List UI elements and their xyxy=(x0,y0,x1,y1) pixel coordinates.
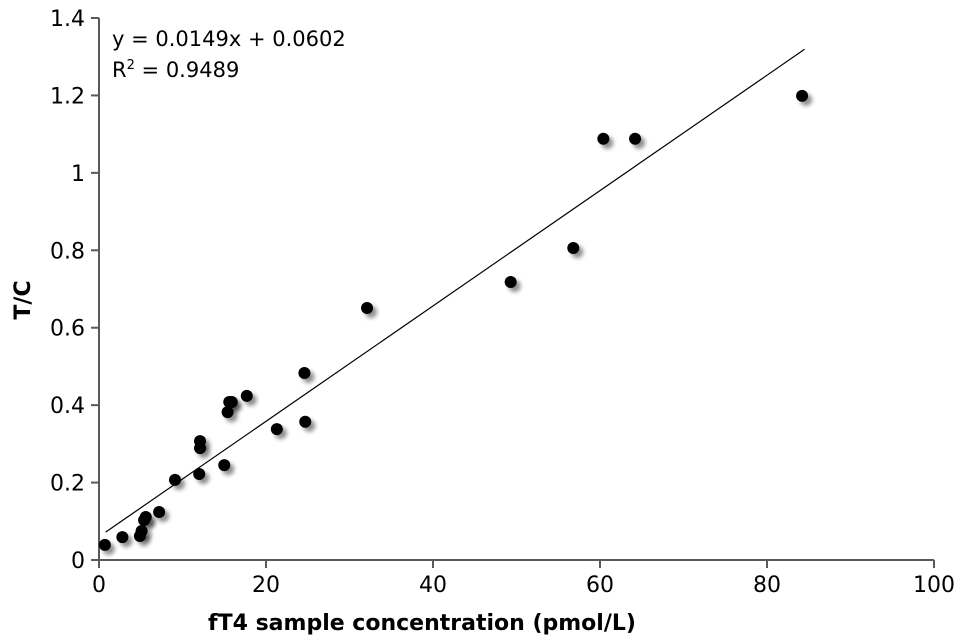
trendline xyxy=(105,48,805,533)
data-point xyxy=(240,389,253,402)
data-point xyxy=(218,459,231,472)
trendline-equation: y = 0.0149x + 0.0602 xyxy=(112,27,346,51)
y-tick-label: 1.2 xyxy=(50,84,85,109)
y-axis-label: T/C xyxy=(11,280,36,319)
data-point xyxy=(270,423,283,436)
y-tick-label: 1 xyxy=(71,162,85,187)
data-point xyxy=(504,276,517,289)
y-tick-label: 0.2 xyxy=(50,472,85,497)
r-squared-label: R2 = 0.9489 xyxy=(112,58,239,82)
trendline-path xyxy=(105,48,805,533)
data-point xyxy=(567,241,580,254)
data-point xyxy=(796,89,809,102)
y-tick-label: 0.6 xyxy=(50,317,85,342)
data-point xyxy=(139,511,152,524)
data-point xyxy=(298,367,311,380)
data-point xyxy=(193,468,206,481)
y-tick-label: 0 xyxy=(71,549,85,574)
x-tick-label: 40 xyxy=(419,573,447,598)
y-tick-label: 1.4 xyxy=(50,7,85,32)
data-point xyxy=(225,396,238,409)
x-tick-label: 100 xyxy=(913,573,955,598)
x-tick-label: 0 xyxy=(92,573,106,598)
r-squared-prefix: R xyxy=(112,58,127,82)
data-point xyxy=(116,531,129,544)
data-point xyxy=(153,505,166,518)
data-point xyxy=(361,301,374,314)
y-tick-label: 0.8 xyxy=(50,239,85,264)
r-squared-value: = 0.9489 xyxy=(135,58,239,82)
data-point xyxy=(629,132,642,145)
data-points xyxy=(98,89,809,551)
data-point xyxy=(299,415,312,428)
data-point xyxy=(135,524,148,537)
axes: 0 0.2 0.4 0.6 0.8 1 1.2 1.4 0 20 40 60 80 100 xyxy=(50,7,955,598)
data-point xyxy=(221,406,234,419)
r-squared-sup: 2 xyxy=(127,58,135,73)
y-tick-label: 0.4 xyxy=(50,394,85,419)
data-point xyxy=(168,473,181,486)
x-tick-label: 60 xyxy=(586,573,614,598)
data-point xyxy=(98,538,111,551)
x-tick-label: 80 xyxy=(753,573,781,598)
data-point xyxy=(194,435,207,448)
data-point xyxy=(597,132,610,145)
x-tick-label: 20 xyxy=(252,573,280,598)
x-axis-label: fT4 sample concentration (pmol/L) xyxy=(208,611,636,636)
